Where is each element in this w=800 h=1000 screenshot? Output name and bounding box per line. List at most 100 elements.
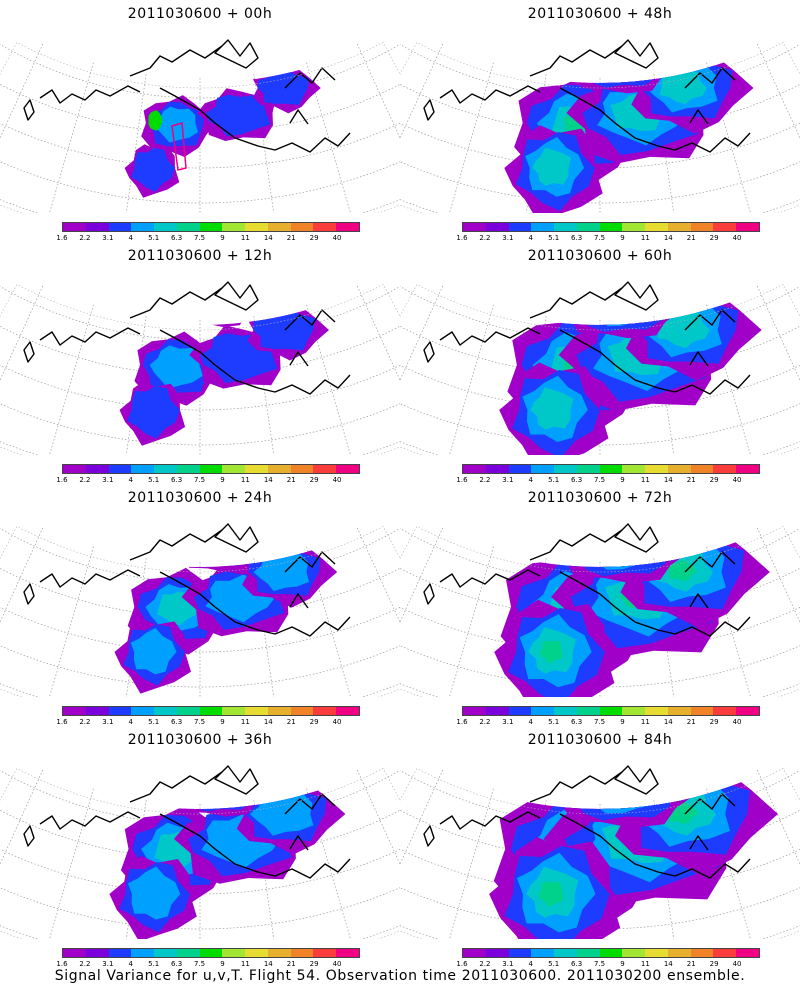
variance-field [489,763,778,939]
colorbar-tick-label: 14 [263,960,273,968]
colorbar-swatch [267,223,291,231]
colorbar-swatch [63,465,86,473]
colorbar-tick-label: 11 [640,476,650,484]
colorbar-swatch [245,707,268,715]
colorbar-swatch [622,465,646,473]
colorbar-tick-label: 7.5 [593,234,606,242]
colorbar-swatch [85,465,109,473]
colorbar-tick-label: 5.1 [548,960,560,968]
colorbar-swatch [736,465,759,473]
colorbar-tick-label: 7.5 [193,718,206,726]
map-panel-24h: 2011030600 + 24h 1.6 2.2 3.1 4 5.1 6.3 7.5 9 11 1… [0,484,400,728]
colorbar-tick-label: 4 [128,718,133,726]
colorbar-swatch [485,949,509,957]
colorbar-tick-label: 9 [620,476,625,484]
colorbar-swatch [463,949,486,957]
colorbar-swatch [463,707,486,715]
colorbar-swatch [63,707,86,715]
coastline [23,39,351,153]
colorbar-tick-label: 2.2 [479,234,491,242]
colorbar-tick-label: 2.2 [79,718,91,726]
colorbar [62,464,360,474]
colorbar [462,948,760,958]
colorbar-tick-label: 9 [220,476,225,484]
colorbar-tick-label: 5.1 [148,960,160,968]
map-panel-72h: 2011030600 + 72h 1.6 2.2 3.1 4 5.1 6.3 7.5 9 11 1… [400,484,800,728]
colorbar-tick-label: 21 [686,476,696,484]
colorbar-swatch [336,223,359,231]
colorbar-tick-label: 6.3 [571,718,583,726]
colorbar-swatch [313,949,337,957]
colorbar-swatch [508,223,532,231]
colorbar-tick-label: 11 [240,960,250,968]
colorbar-swatch [554,465,577,473]
colorbar-tick-label: 9 [220,718,225,726]
colorbar-swatch [131,707,155,715]
colorbar-swatch [245,465,268,473]
colorbar-swatch [176,223,200,231]
colorbar-tick-label: 21 [286,960,296,968]
polar-map [400,763,800,939]
colorbar-swatch [508,465,532,473]
colorbar-swatch [245,949,268,957]
colorbar-tick-label: 4 [128,476,133,484]
colorbar-tick-label: 14 [663,960,673,968]
colorbar-swatch [131,949,155,957]
colorbar-swatch [85,949,109,957]
colorbar-tick-label: 9 [620,960,625,968]
colorbar-tick-label: 29 [309,234,319,242]
colorbar-tick-label: 4 [528,234,533,242]
panel-title: 2011030600 + 72h [527,490,673,506]
panel-title: 2011030600 + 48h [527,6,673,22]
colorbar-swatch [131,223,155,231]
colorbar-tick-label: 3.1 [502,476,514,484]
colorbar-tick-label: 21 [686,718,696,726]
colorbar-tick-label: 11 [240,234,250,242]
colorbar-swatch [645,223,668,231]
coastline [423,765,751,879]
polar-map [400,521,800,697]
colorbar-tick-label: 29 [309,718,319,726]
graticule [0,43,400,213]
colorbar-tick-label: 40 [732,960,742,968]
colorbar-labels: 1.6 2.2 3.1 4 5.1 6.3 7.5 9 11 14 21 29 40 [450,476,772,486]
colorbar-tick-label: 14 [263,476,273,484]
colorbar-tick-label: 2.2 [479,476,491,484]
colorbar-swatch [176,707,200,715]
colorbar-swatch [667,707,691,715]
colorbar-tick-label: 11 [640,234,650,242]
coastline [23,765,351,879]
colorbar-swatch [622,707,646,715]
colorbar-tick-label: 3.1 [502,718,514,726]
colorbar-swatch [176,949,200,957]
colorbar-swatch [485,223,509,231]
colorbar-swatch [313,465,337,473]
colorbar-tick-label: 3.1 [102,476,114,484]
colorbar-tick-label: 11 [240,476,250,484]
colorbar-swatch [85,223,109,231]
polar-map [0,281,400,455]
colorbar-tick-label: 14 [263,718,273,726]
colorbar-swatch [154,949,177,957]
variance-field [119,291,329,446]
colorbar-swatch [690,223,714,231]
colorbar-swatch [645,949,668,957]
colorbar-tick-label: 6.3 [171,718,183,726]
colorbar-swatch [63,949,86,957]
colorbar-swatch [622,223,646,231]
colorbar-tick-label: 11 [640,718,650,726]
colorbar-swatch [63,223,86,231]
colorbar-swatch [336,465,359,473]
colorbar-swatch [736,949,759,957]
colorbar-swatch [108,465,132,473]
figure-caption: Signal Variance for u,v,T. Flight 54. Ob… [54,968,746,984]
colorbar-tick-label: 5.1 [148,234,160,242]
colorbar-labels: 1.6 2.2 3.1 4 5.1 6.3 7.5 9 11 14 21 29 40 [50,960,372,970]
colorbar-swatch [290,223,314,231]
variance-field [504,40,754,213]
colorbar-tick-label: 14 [663,234,673,242]
variance-field [499,279,762,455]
colorbar-tick-label: 1.6 [56,960,68,968]
colorbar-swatch [667,465,691,473]
colorbar-swatch [290,707,314,715]
